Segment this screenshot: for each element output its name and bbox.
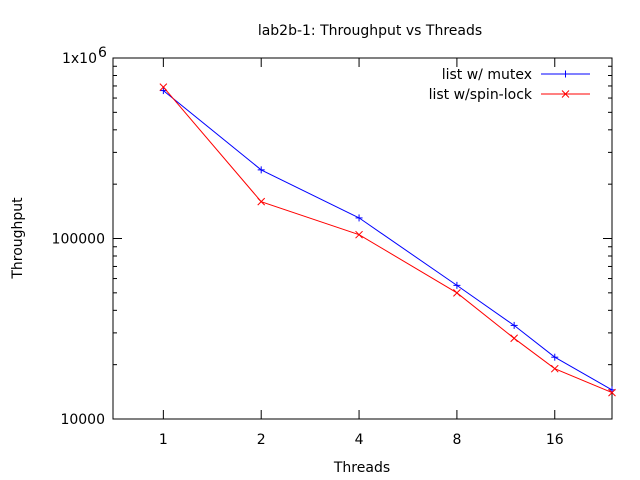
legend-label-2: list w/spin-lock <box>429 87 533 103</box>
chart-title: lab2b-1: Throughput vs Threads <box>258 23 482 39</box>
y-tick-label: 100000 <box>52 232 105 248</box>
plot-frame <box>112 57 613 420</box>
series-2-point <box>550 364 559 373</box>
x-tick-label: 2 <box>257 432 266 448</box>
series-2-point <box>453 288 461 297</box>
x-axis-label: Threads <box>333 460 390 476</box>
plot-area: 10000 100000 1x10 6 1 2 4 8 16 list w/ mutex list … <box>52 45 616 448</box>
legend-label-1: list w/ mutex <box>442 67 532 83</box>
series-line-2 <box>163 86 613 394</box>
x-tick-label: 8 <box>452 432 461 448</box>
x-tick-label: 1 <box>159 432 168 448</box>
x-tick-label: 16 <box>546 432 564 448</box>
series-2-point <box>608 388 616 397</box>
series-line-1 <box>163 90 613 391</box>
series-2-point <box>355 230 363 239</box>
series-2-point <box>510 334 519 343</box>
series-2-point <box>257 197 266 206</box>
y-tick-label: 1x10 <box>62 51 97 67</box>
legend-marker-2 <box>561 90 570 98</box>
y-tick-label: 10000 <box>60 412 105 428</box>
series-2-point <box>159 83 168 91</box>
x-tick-label: 4 <box>355 432 364 448</box>
y-axis-label: Throughput <box>10 197 26 280</box>
y-tick-label-superscript: 6 <box>98 45 107 61</box>
